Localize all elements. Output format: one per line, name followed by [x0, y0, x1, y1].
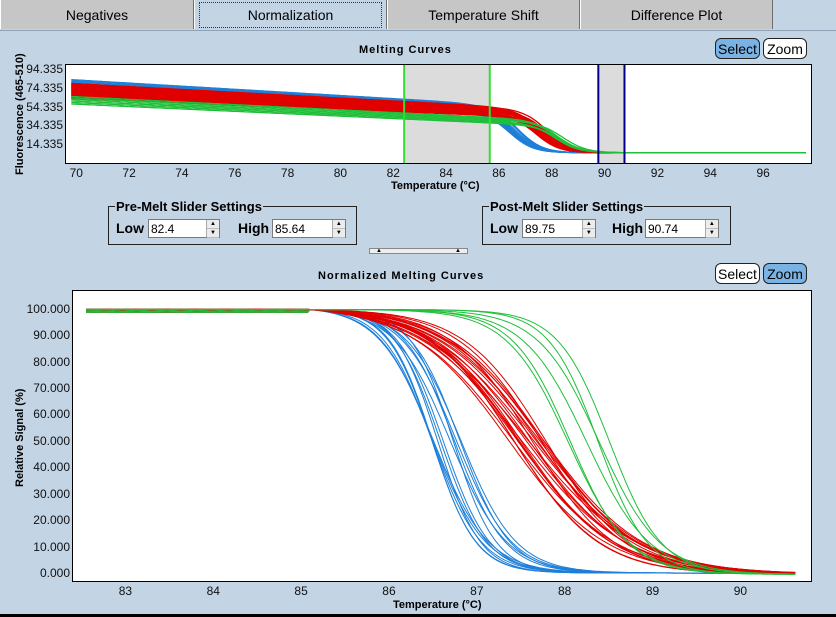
- normalized-curve: [86, 308, 796, 575]
- pre-melt-title: Pre-Melt Slider Settings: [116, 199, 262, 214]
- tab-bar: Negatives Normalization Temperature Shif…: [0, 0, 836, 31]
- bottom-y-tick-label: 100.000: [26, 301, 70, 316]
- pre-melt-high-input[interactable]: [273, 220, 332, 237]
- splitter-up-icon: ▲: [376, 248, 382, 254]
- normalized-curve: [86, 308, 796, 575]
- tab-temperature-shift[interactable]: Temperature Shift: [387, 0, 580, 29]
- bottom-x-tick-label: 86: [382, 584, 396, 598]
- normalized-curve: [86, 308, 796, 575]
- top-x-tick-label: 82: [386, 166, 400, 180]
- top-x-tick-label: 88: [545, 166, 559, 180]
- post-melt-high-spinner[interactable]: ▲▼: [645, 219, 719, 238]
- bottom-y-tick-label: 50.000: [33, 433, 70, 448]
- bottom-y-tick-label: 60.000: [33, 407, 70, 422]
- normalized-curves-title: Normalized Melting Curves: [318, 270, 485, 282]
- post-melt-high-input[interactable]: [646, 220, 705, 237]
- pre-melt-low-label: Low: [116, 220, 144, 236]
- bottom-x-tick-label: 85: [294, 584, 308, 598]
- top-x-tick-label: 72: [122, 166, 136, 180]
- bottom-y-tick-label: 80.000: [33, 354, 70, 369]
- spin-down-icon[interactable]: ▼: [206, 229, 219, 238]
- post-melt-region: [598, 65, 625, 163]
- top-x-tick-label: 74: [175, 166, 189, 180]
- tab-normalization[interactable]: Normalization: [194, 0, 387, 29]
- bottom-y-tick-label: 10.000: [33, 539, 70, 554]
- top-y-tick-label: 54.335: [26, 99, 63, 114]
- bottom-select-button[interactable]: Select: [715, 263, 760, 284]
- bottom-x-tick-label: 89: [645, 584, 660, 598]
- melting-curves-title: Melting Curves: [359, 44, 452, 56]
- bottom-x-tick-label: 84: [206, 584, 220, 598]
- pre-melt-low-spinner[interactable]: ▲▼: [148, 219, 220, 238]
- spin-up-icon[interactable]: ▲: [705, 220, 718, 229]
- top-x-axis-title: Temperature (°C): [391, 180, 480, 192]
- top-x-tick-label: 86: [492, 166, 506, 180]
- panel-splitter-handle[interactable]: ▲ ▲: [369, 248, 468, 254]
- spin-down-icon[interactable]: ▼: [582, 229, 595, 238]
- top-x-tick-label: 90: [597, 166, 612, 180]
- normalized-curve: [86, 308, 796, 575]
- post-melt-low-input[interactable]: [523, 220, 582, 237]
- window-bottom-border: [0, 614, 836, 617]
- tab-label: Normalization: [198, 1, 383, 28]
- pre-melt-high-label: High: [238, 220, 270, 236]
- top-x-tick-label: 92: [650, 166, 665, 180]
- post-melt-high-label: High: [612, 220, 644, 236]
- bottom-x-tick-label: 90: [733, 584, 748, 598]
- top-select-button[interactable]: Select: [715, 38, 760, 59]
- tab-label: Difference Plot: [630, 6, 723, 23]
- bottom-y-tick-label: 30.000: [33, 486, 70, 501]
- normalized-curves-svg: [86, 308, 796, 575]
- bottom-x-axis-title: Temperature (°C): [393, 599, 482, 611]
- top-y-axis-title: Fluorescence (465-510): [14, 53, 26, 175]
- post-melt-low-spinner[interactable]: ▲▼: [522, 219, 596, 238]
- bottom-zoom-button[interactable]: Zoom: [763, 263, 807, 284]
- tab-negatives[interactable]: Negatives: [0, 0, 194, 29]
- tab-label: Temperature Shift: [428, 6, 539, 23]
- post-melt-low-label: Low: [490, 220, 518, 236]
- spin-up-icon[interactable]: ▲: [206, 220, 219, 229]
- bottom-x-tick-label: 83: [118, 584, 133, 598]
- post-melt-group: Post-Melt Slider Settings: [482, 199, 731, 245]
- top-y-tick-label: 14.335: [26, 136, 63, 151]
- bottom-y-tick-label: 90.000: [33, 328, 70, 343]
- top-y-tick-label: 94.335: [26, 62, 63, 77]
- pre-melt-group: Pre-Melt Slider Settings: [108, 199, 357, 245]
- top-x-tick-label: 84: [439, 166, 453, 180]
- bottom-y-axis-title: Relative Signal (%): [14, 388, 26, 487]
- top-x-tick-label: 76: [228, 166, 242, 180]
- normalized-curves-plot[interactable]: [72, 290, 812, 582]
- spin-up-icon[interactable]: ▲: [582, 220, 595, 229]
- spin-up-icon[interactable]: ▲: [332, 220, 345, 229]
- splitter-up-icon: ▲: [455, 248, 461, 254]
- top-x-tick-label: 80: [333, 166, 348, 180]
- bottom-y-tick-label: 40.000: [33, 460, 70, 475]
- bottom-x-tick-label: 88: [558, 584, 572, 598]
- tab-label: Negatives: [65, 6, 129, 23]
- melting-curves-svg: [71, 65, 806, 163]
- top-x-tick-label: 70: [69, 166, 83, 180]
- tab-difference-plot[interactable]: Difference Plot: [580, 0, 773, 29]
- melting-curve: [71, 95, 806, 154]
- pre-melt-high-spinner[interactable]: ▲▼: [272, 219, 346, 238]
- bottom-y-tick-label: 0.000: [39, 566, 70, 581]
- pre-melt-low-input[interactable]: [149, 220, 206, 237]
- spin-down-icon[interactable]: ▼: [705, 229, 718, 238]
- top-x-tick-label: 78: [280, 166, 295, 180]
- melting-curves-plot[interactable]: [65, 64, 812, 164]
- bottom-y-tick-label: 70.000: [33, 380, 70, 395]
- post-melt-title: Post-Melt Slider Settings: [490, 199, 644, 214]
- bottom-y-tick-label: 20.000: [33, 513, 70, 528]
- top-zoom-button[interactable]: Zoom: [763, 38, 807, 59]
- bottom-x-tick-label: 87: [470, 584, 484, 598]
- top-x-tick-label: 96: [756, 166, 770, 180]
- top-y-tick-label: 74.335: [26, 80, 63, 95]
- top-x-tick-label: 94: [703, 166, 717, 180]
- top-y-tick-label: 34.335: [26, 118, 63, 133]
- spin-down-icon[interactable]: ▼: [332, 229, 345, 238]
